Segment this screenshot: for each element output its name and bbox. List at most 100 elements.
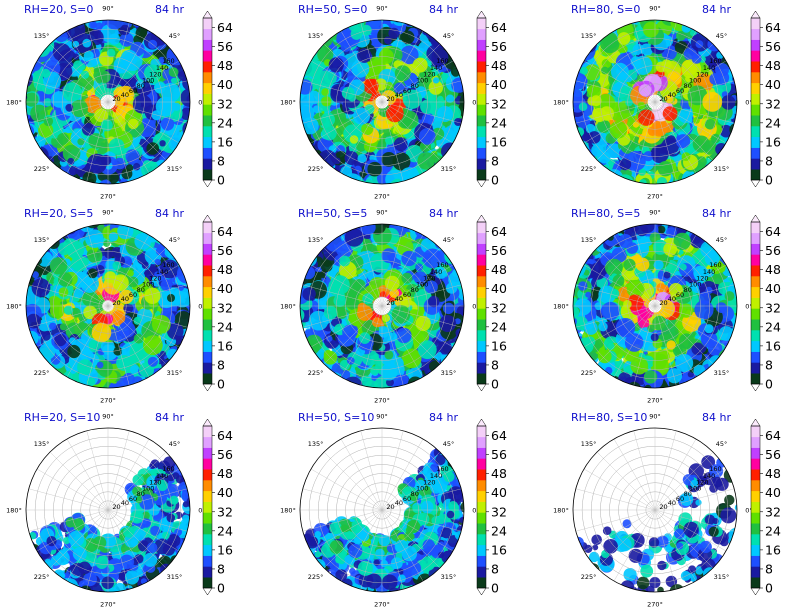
field-cell xyxy=(176,64,189,77)
polar-panel: 20 4060801001201401600°45°90°135°180°225°… xyxy=(280,3,480,201)
field-cell xyxy=(729,123,737,136)
field-cell xyxy=(188,85,190,97)
field-cell xyxy=(349,135,359,144)
colorbar-segment xyxy=(477,18,486,30)
field-cell xyxy=(399,167,420,184)
colorbar-segment xyxy=(477,72,486,84)
colorbar-tick-label: 40 xyxy=(217,77,233,92)
colorbar-extend-max xyxy=(476,10,487,19)
field-cell xyxy=(99,179,112,184)
field-cell xyxy=(413,20,423,28)
colorbar-segment xyxy=(203,93,212,105)
field-cell xyxy=(168,67,179,78)
colorbar-segment xyxy=(203,82,212,94)
colorbar-segment xyxy=(203,115,212,127)
field-cell xyxy=(99,12,105,18)
polar-panel: 20 4060801001201401600°45°90°135°180°225°… xyxy=(553,3,753,201)
field-cell xyxy=(383,128,392,137)
colorbar-tick-label: 48 xyxy=(217,58,233,73)
field-cell xyxy=(146,142,159,155)
r-tick-label: 40 xyxy=(395,91,403,99)
colorbar-segment xyxy=(203,72,212,84)
field-cell xyxy=(321,96,332,107)
colorbar-tick-label: 24 xyxy=(491,115,507,130)
colorbar-segment xyxy=(477,39,486,51)
r-tick-label: 160 xyxy=(162,57,174,65)
colorbar-segment xyxy=(477,126,486,138)
field-cell xyxy=(737,110,747,120)
field-cell xyxy=(170,155,178,163)
colorbar-segment xyxy=(203,158,212,170)
field-cell xyxy=(357,153,367,164)
colorbar-segment xyxy=(477,50,486,62)
field-cell xyxy=(132,94,152,114)
field-cell xyxy=(585,40,593,48)
field-cell xyxy=(459,128,464,138)
colorbar-extend-min xyxy=(476,179,487,188)
field-cell xyxy=(401,182,409,184)
r-tick-label: 20 xyxy=(386,95,394,103)
field-cell xyxy=(437,95,444,103)
field-cell xyxy=(100,119,113,132)
field-cell xyxy=(620,178,629,184)
field-cell xyxy=(437,106,454,122)
colorbar-segment xyxy=(203,104,212,116)
field-cell xyxy=(125,149,140,164)
colorbar-extend-max xyxy=(202,10,213,19)
field-cell xyxy=(419,128,436,145)
field-cell xyxy=(384,36,392,45)
field-cell xyxy=(416,20,423,28)
field-cell xyxy=(448,150,455,157)
colorbar-tick-label: 64 xyxy=(491,20,507,35)
theta-tick-label: 225° xyxy=(308,165,324,173)
theta-tick-label: 315° xyxy=(167,165,183,173)
theta-tick-label: 180° xyxy=(6,99,22,107)
colorbar-tick-label: 32 xyxy=(217,96,233,111)
colorbar-segment xyxy=(477,115,486,127)
r-tick-label: 20 xyxy=(112,95,120,103)
field-cell xyxy=(32,47,42,57)
colorbar-tick-label: 8 xyxy=(491,153,499,168)
field-cell xyxy=(441,142,459,161)
field-cell xyxy=(336,174,344,182)
field-cell xyxy=(90,22,97,29)
field-cell xyxy=(26,124,35,138)
colorbar-tick-label: 16 xyxy=(217,134,233,149)
colorbar-segment xyxy=(203,28,212,40)
field-cell xyxy=(445,94,455,103)
colorbar-tick-label: 16 xyxy=(491,134,507,149)
field-cell xyxy=(585,42,593,49)
field-cell xyxy=(451,77,464,93)
panel-time-label: 84 hr xyxy=(429,3,458,16)
field-cell xyxy=(300,56,319,77)
field-cell xyxy=(352,181,362,184)
field-cell xyxy=(168,135,185,152)
field-cell xyxy=(19,107,26,114)
colorbar-segment xyxy=(477,82,486,94)
field-cell xyxy=(401,69,408,76)
field-cell xyxy=(306,43,319,56)
field-cell xyxy=(622,179,631,184)
theta-tick-label: 90° xyxy=(102,5,114,13)
colorbar-segment xyxy=(203,147,212,159)
field-cell xyxy=(136,179,144,184)
panel-title: RH=50, S=0 xyxy=(298,3,367,16)
field-cell xyxy=(388,178,408,184)
field-cell xyxy=(354,182,362,184)
colorbar-tick-label: 64 xyxy=(217,20,233,35)
field-cell xyxy=(50,29,59,38)
colorbar-tick-label: 56 xyxy=(491,39,507,54)
theta-tick-label: 270° xyxy=(374,193,390,201)
field-cell xyxy=(54,28,69,43)
field-cell xyxy=(26,69,30,80)
field-cell xyxy=(73,53,80,60)
field-cell xyxy=(324,71,337,85)
colorbar-tick-label: 40 xyxy=(491,77,507,92)
field-cell xyxy=(145,173,157,184)
colorbar-tick-label: 8 xyxy=(217,153,225,168)
field-cell xyxy=(127,182,136,184)
colorbar-segment xyxy=(203,136,212,148)
field-cell xyxy=(459,68,464,79)
